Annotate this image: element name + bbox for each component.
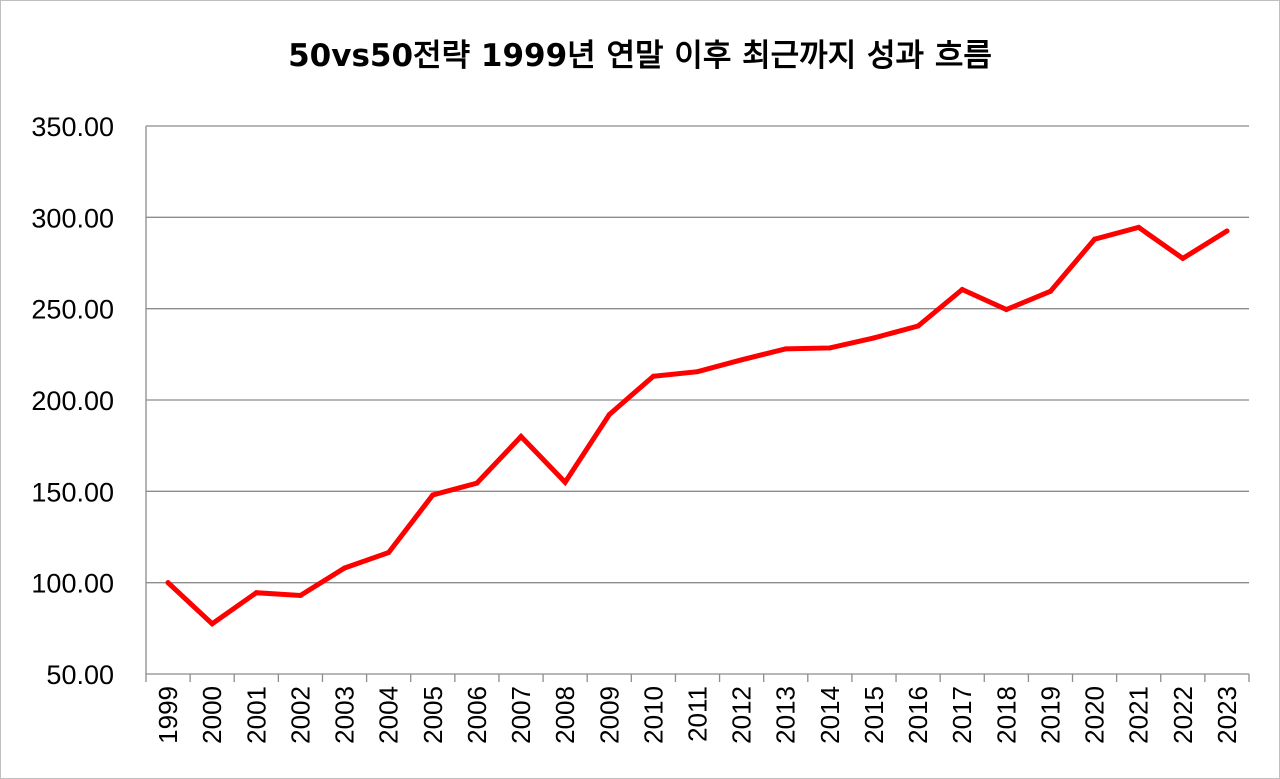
data-point [695,369,700,375]
y-tick-label: 250.00 [31,295,114,325]
data-point [253,590,259,596]
data-point [518,434,524,440]
x-tick-label: 2012 [727,686,757,744]
data-point [827,345,833,351]
x-tick-label: 2021 [1124,686,1154,744]
data-point [1047,288,1053,294]
data-point [1224,228,1230,234]
y-tick-labels: 50.00 100.00 150.00 200.00 250.00 300.00 350.0… [31,112,114,690]
data-point [165,580,171,586]
x-tick-label: 2022 [1168,686,1198,744]
x-tick-label: 2001 [241,686,271,744]
gridlines [146,125,1249,584]
data-point [386,550,392,556]
data-point [959,286,965,292]
x-tick-labels: 1999 2000 2001 2002 2003 2004 2005 2006 2007 2008… [153,686,1242,744]
data-point [430,492,436,498]
data-point [1003,307,1009,313]
x-tick-label: 2010 [638,686,668,744]
data-point [562,479,568,485]
x-tick-label: 2016 [903,686,933,744]
axes [145,126,1250,682]
y-tick-label: 50.00 [46,660,114,690]
x-tick-label: 2005 [418,686,448,744]
x-tick-label: 2007 [506,686,536,744]
data-point [1092,236,1098,242]
x-tick-label: 2018 [991,686,1021,744]
data-point [739,357,745,363]
x-tick-label: 2019 [1035,686,1065,744]
x-tick-label: 2023 [1212,686,1242,744]
x-tick-label: 2002 [285,686,315,744]
data-point [606,412,612,418]
data-point [1180,255,1186,261]
x-tick-label: 2011 [683,686,713,742]
y-tick-label: 350.00 [31,112,114,142]
x-tick-label: 2009 [594,686,624,744]
x-tick-label: 2004 [374,686,404,744]
chart-title: 50vs50전략 1999년 연말 이후 최근까지 성과 흐름 [288,38,992,74]
data-point [783,346,789,352]
data-point [474,480,480,486]
data-point [342,565,348,571]
y-tick-label: 150.00 [31,477,114,507]
y-tick-label: 100.00 [31,569,114,599]
series [165,224,1230,627]
x-tick-label: 2017 [947,686,977,744]
data-point [1136,224,1142,230]
x-tick-label: 1999 [153,686,183,744]
y-tick-label: 300.00 [31,203,114,233]
x-tick-label: 2020 [1080,686,1110,744]
data-point [650,373,656,379]
x-tick-label: 2000 [197,686,227,744]
series-line [165,224,1230,627]
data-point [297,592,303,598]
x-tick-label: 2013 [771,686,801,744]
data-point [915,323,921,329]
x-tick-label: 2003 [330,686,360,744]
x-tick-label: 2014 [815,686,845,744]
y-tick-label: 200.00 [31,386,114,416]
data-point [871,335,877,341]
x-tick-label: 2006 [462,686,492,744]
data-point [209,621,215,627]
x-tick-label: 2015 [859,686,889,744]
x-tick-label: 2008 [550,686,580,744]
